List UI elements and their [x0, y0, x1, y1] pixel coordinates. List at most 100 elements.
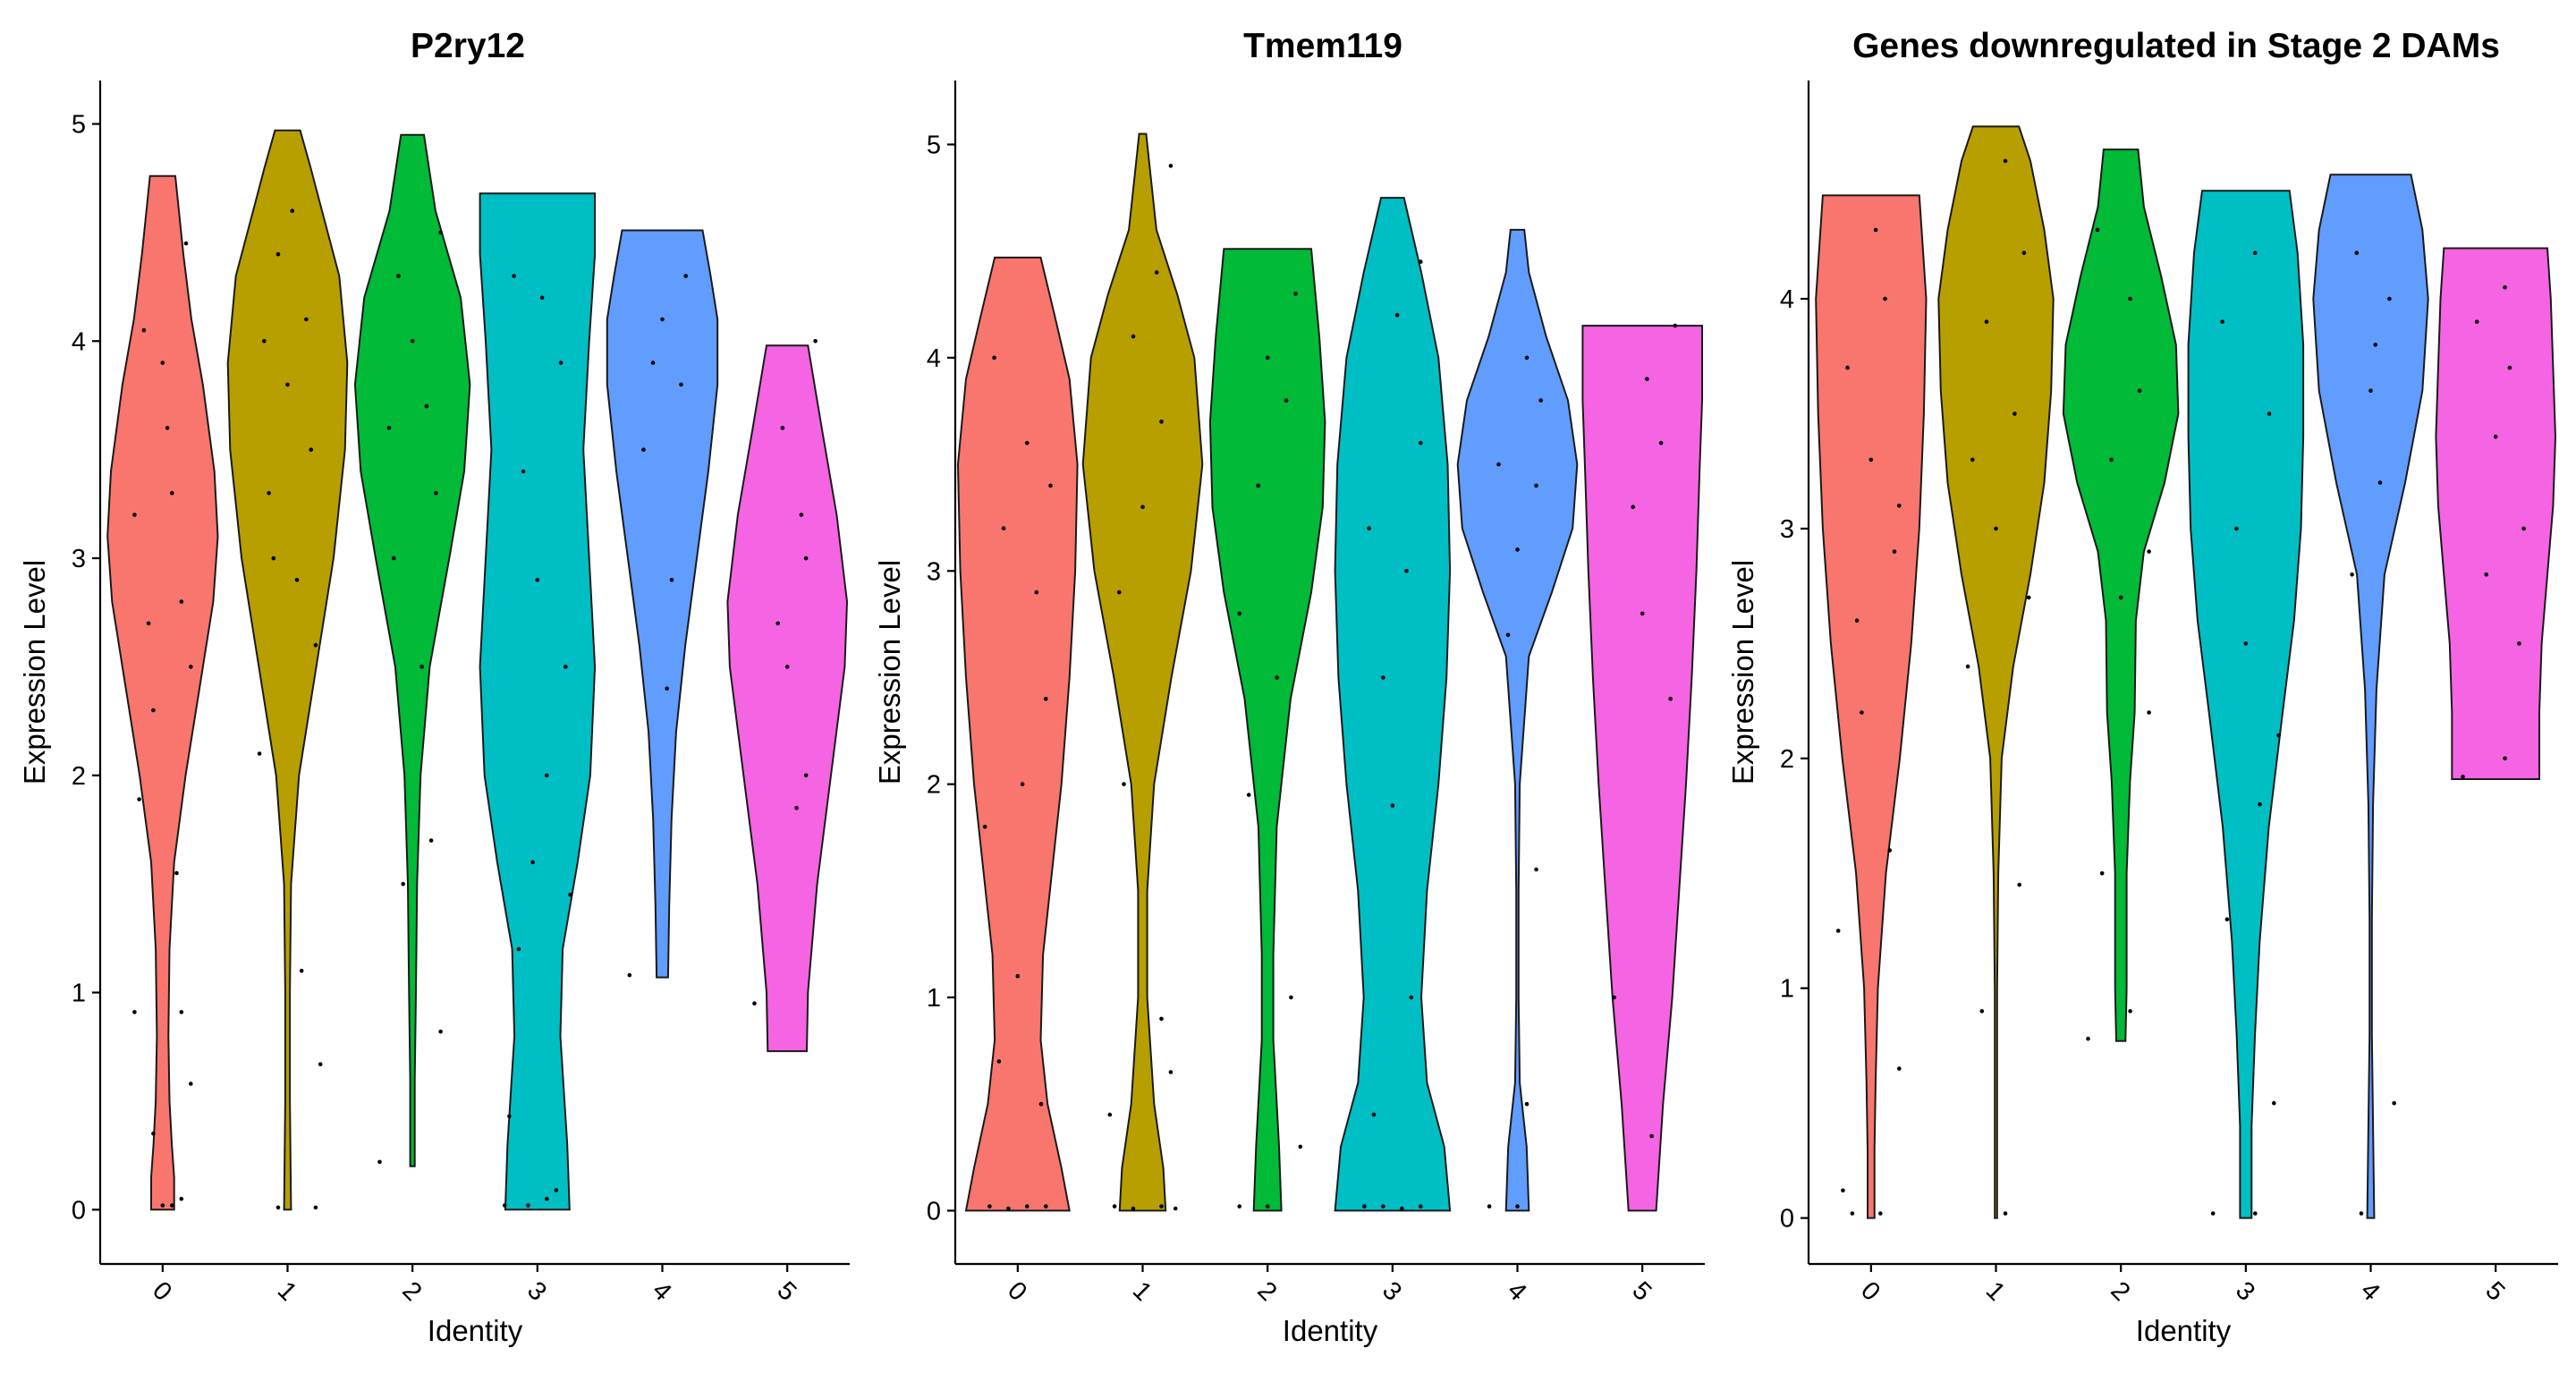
data-point	[1159, 420, 1164, 424]
data-point	[1265, 355, 1270, 360]
data-point	[1860, 710, 1864, 715]
x-tick-label: 0	[1002, 1276, 1032, 1307]
data-point	[271, 556, 276, 561]
data-point	[803, 773, 809, 778]
data-point	[2493, 434, 2498, 439]
data-point	[170, 1203, 174, 1208]
y-tick-label: 0	[927, 1197, 941, 1226]
data-point	[377, 1159, 382, 1165]
data-point	[2354, 250, 2360, 256]
data-point	[2003, 158, 2008, 164]
data-point	[1515, 1204, 1520, 1209]
y-tick-label: 2	[1780, 745, 1794, 774]
data-point	[2276, 733, 2281, 738]
data-point	[2484, 572, 2488, 577]
data-point	[1265, 1204, 1270, 1209]
data-point	[1112, 1204, 1117, 1209]
data-point	[507, 1114, 512, 1119]
data-point	[1237, 1204, 1241, 1209]
data-point	[775, 621, 780, 626]
data-point	[146, 621, 151, 626]
data-point	[1159, 1016, 1164, 1022]
data-point	[2507, 365, 2512, 370]
x-tick-label: 1	[272, 1276, 302, 1307]
data-point	[1524, 355, 1530, 360]
data-point	[1892, 549, 1897, 554]
y-tick-label: 2	[927, 771, 941, 800]
data-point	[160, 360, 165, 365]
data-point	[1970, 457, 1975, 462]
data-point	[183, 241, 189, 246]
data-point	[165, 426, 170, 430]
violin-0	[1815, 194, 1928, 1219]
data-point	[1524, 1101, 1530, 1107]
data-point	[650, 360, 656, 365]
data-point	[2109, 457, 2114, 462]
data-point	[1873, 227, 1878, 233]
data-point	[1409, 995, 1414, 1000]
data-point	[1131, 1206, 1136, 1211]
data-point	[257, 751, 262, 756]
x-axis-label: Identity	[1283, 1314, 1378, 1347]
violin-2	[1208, 248, 1326, 1212]
data-point	[2373, 343, 2377, 347]
data-point	[275, 251, 281, 257]
data-point	[1048, 483, 1053, 488]
y-tick-label: 3	[1780, 515, 1794, 544]
data-point	[1994, 526, 1998, 531]
data-point	[1631, 505, 1635, 510]
data-point	[1645, 377, 1649, 382]
x-tick-label: 4	[647, 1276, 677, 1307]
data-point	[179, 599, 184, 604]
data-point	[1534, 483, 1538, 488]
data-point	[516, 946, 521, 952]
data-point	[2243, 641, 2249, 646]
y-axis-label: Expression Level	[18, 560, 51, 785]
data-point	[539, 295, 545, 301]
y-tick-label: 5	[927, 131, 941, 160]
data-point	[1367, 526, 1371, 530]
data-point	[313, 642, 318, 648]
data-point	[803, 556, 809, 561]
data-point	[2392, 1100, 2396, 1106]
data-point	[1298, 1144, 1303, 1149]
y-tick-label: 4	[72, 327, 86, 356]
data-point	[2224, 917, 2230, 921]
chart-title: P2ry12	[411, 27, 525, 65]
data-point	[784, 665, 790, 669]
data-point	[794, 805, 799, 810]
data-point	[1381, 1204, 1385, 1209]
data-point	[2147, 710, 2151, 715]
data-point	[780, 426, 785, 430]
data-point	[1404, 569, 1409, 573]
y-tick-label: 1	[72, 980, 86, 1008]
data-point	[1362, 1204, 1367, 1209]
data-point	[318, 1062, 323, 1066]
data-point	[526, 1203, 530, 1208]
data-point	[434, 490, 438, 496]
data-point	[1381, 675, 1385, 680]
data-point	[2220, 319, 2224, 325]
data-point	[1887, 848, 1893, 852]
data-point	[174, 870, 179, 876]
data-point	[641, 447, 646, 453]
data-point	[424, 403, 429, 409]
y-tick-label: 3	[927, 557, 941, 586]
x-axis-label: Identity	[2136, 1314, 2232, 1347]
data-point	[438, 1030, 443, 1034]
data-point	[1612, 995, 1616, 1000]
data-point	[2521, 526, 2526, 531]
y-tick-label: 0	[1780, 1205, 1794, 1234]
x-tick-label: 3	[521, 1276, 552, 1307]
data-point	[1289, 995, 1293, 1000]
data-point	[1034, 589, 1039, 595]
data-point	[1673, 323, 1678, 328]
x-tick-label: 3	[1377, 1276, 1407, 1307]
data-point	[132, 1010, 137, 1014]
data-point	[2095, 227, 2100, 233]
data-point	[1390, 803, 1395, 808]
data-point	[987, 1204, 992, 1209]
x-tick-label: 2	[1251, 1276, 1282, 1307]
violin-5	[2435, 247, 2557, 780]
data-point	[521, 469, 526, 474]
